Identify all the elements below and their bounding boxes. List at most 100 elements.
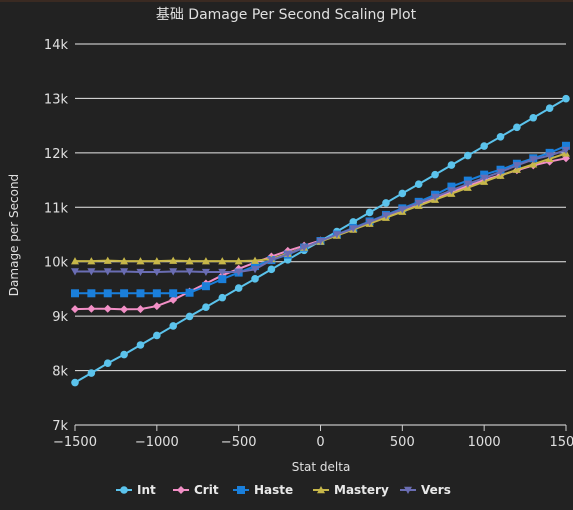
data-point[interactable] <box>529 160 538 168</box>
data-point[interactable] <box>169 256 178 264</box>
data-point[interactable] <box>447 187 456 195</box>
data-point[interactable] <box>177 486 185 494</box>
data-point[interactable] <box>120 257 129 265</box>
data-point[interactable] <box>152 257 161 265</box>
data-point[interactable] <box>512 162 521 170</box>
data-point[interactable] <box>251 275 259 283</box>
data-point[interactable] <box>120 268 129 276</box>
data-point[interactable] <box>152 302 161 311</box>
legend-item-vers[interactable]: Vers <box>400 483 451 497</box>
data-point[interactable] <box>431 193 440 201</box>
data-point[interactable] <box>414 199 423 207</box>
data-point[interactable] <box>382 199 390 207</box>
data-point[interactable] <box>103 289 112 298</box>
data-point[interactable] <box>136 289 145 298</box>
data-point[interactable] <box>103 359 112 368</box>
data-point[interactable] <box>545 104 554 113</box>
data-point[interactable] <box>120 289 129 298</box>
data-point[interactable] <box>218 275 227 284</box>
data-point[interactable] <box>398 189 407 198</box>
data-point[interactable] <box>562 94 570 103</box>
data-point[interactable] <box>120 350 128 359</box>
data-point[interactable] <box>234 284 243 292</box>
data-point[interactable] <box>185 257 194 265</box>
data-point[interactable] <box>169 295 178 304</box>
data-point[interactable] <box>71 257 79 265</box>
data-point[interactable] <box>332 231 341 239</box>
data-point[interactable] <box>201 257 210 265</box>
data-point[interactable] <box>480 174 489 182</box>
data-point[interactable] <box>349 225 358 233</box>
data-point[interactable] <box>316 237 325 246</box>
data-point[interactable] <box>87 289 96 298</box>
data-point[interactable] <box>349 218 358 226</box>
data-point[interactable] <box>414 180 423 188</box>
data-point[interactable] <box>267 256 276 265</box>
data-point[interactable] <box>87 369 96 377</box>
data-point[interactable] <box>463 180 472 188</box>
data-point[interactable] <box>480 170 489 179</box>
data-point[interactable] <box>480 142 488 150</box>
data-point[interactable] <box>136 341 145 349</box>
data-point[interactable] <box>496 168 505 176</box>
data-point[interactable] <box>87 257 96 265</box>
legend-item-mastery[interactable]: Mastery <box>313 483 389 497</box>
data-point[interactable] <box>562 141 570 150</box>
data-point[interactable] <box>103 268 112 276</box>
data-point[interactable] <box>381 212 390 220</box>
data-point[interactable] <box>71 305 79 314</box>
data-point[interactable] <box>562 146 570 155</box>
data-point[interactable] <box>153 331 161 340</box>
data-point[interactable] <box>120 486 128 494</box>
data-point[interactable] <box>251 266 260 274</box>
data-point[interactable] <box>136 257 145 265</box>
data-point[interactable] <box>251 262 260 271</box>
data-point[interactable] <box>201 282 210 291</box>
data-point[interactable] <box>300 244 309 252</box>
data-point[interactable] <box>447 161 456 169</box>
data-point[interactable] <box>169 322 177 330</box>
data-point[interactable] <box>218 257 227 265</box>
data-point[interactable] <box>87 268 96 276</box>
data-point[interactable] <box>185 312 194 321</box>
data-point[interactable] <box>152 289 161 298</box>
data-point[interactable] <box>464 151 472 160</box>
data-point[interactable] <box>152 268 161 277</box>
data-point[interactable] <box>513 123 521 132</box>
data-point[interactable] <box>71 289 79 298</box>
data-point[interactable] <box>463 176 472 185</box>
data-point[interactable] <box>251 256 260 264</box>
legend-item-crit[interactable]: Crit <box>173 483 219 497</box>
data-point[interactable] <box>404 486 412 494</box>
data-point[interactable] <box>202 303 210 311</box>
data-point[interactable] <box>120 305 129 314</box>
data-point[interactable] <box>201 268 210 277</box>
data-point[interactable] <box>71 268 79 276</box>
data-point[interactable] <box>136 268 145 277</box>
data-point[interactable] <box>136 305 145 314</box>
data-point[interactable] <box>545 152 554 160</box>
data-point[interactable] <box>71 378 79 387</box>
data-point[interactable] <box>529 156 538 164</box>
data-point[interactable] <box>169 268 178 276</box>
data-point[interactable] <box>317 486 325 494</box>
data-point[interactable] <box>103 304 112 313</box>
legend-item-haste[interactable]: Haste <box>233 483 293 497</box>
data-point[interactable] <box>103 256 112 264</box>
data-point[interactable] <box>447 182 456 191</box>
data-point[interactable] <box>398 206 407 214</box>
data-point[interactable] <box>365 208 374 217</box>
legend-item-int[interactable]: Int <box>116 483 156 497</box>
data-point[interactable] <box>283 250 292 259</box>
data-point[interactable] <box>218 268 227 277</box>
data-point[interactable] <box>234 268 243 277</box>
data-point[interactable] <box>234 257 243 265</box>
data-point[interactable] <box>365 218 374 226</box>
data-point[interactable] <box>185 288 194 297</box>
data-point[interactable] <box>237 486 245 494</box>
data-point[interactable] <box>529 113 538 122</box>
data-point[interactable] <box>87 304 96 313</box>
data-point[interactable] <box>496 133 505 141</box>
data-point[interactable] <box>267 265 276 274</box>
data-point[interactable] <box>185 268 194 276</box>
